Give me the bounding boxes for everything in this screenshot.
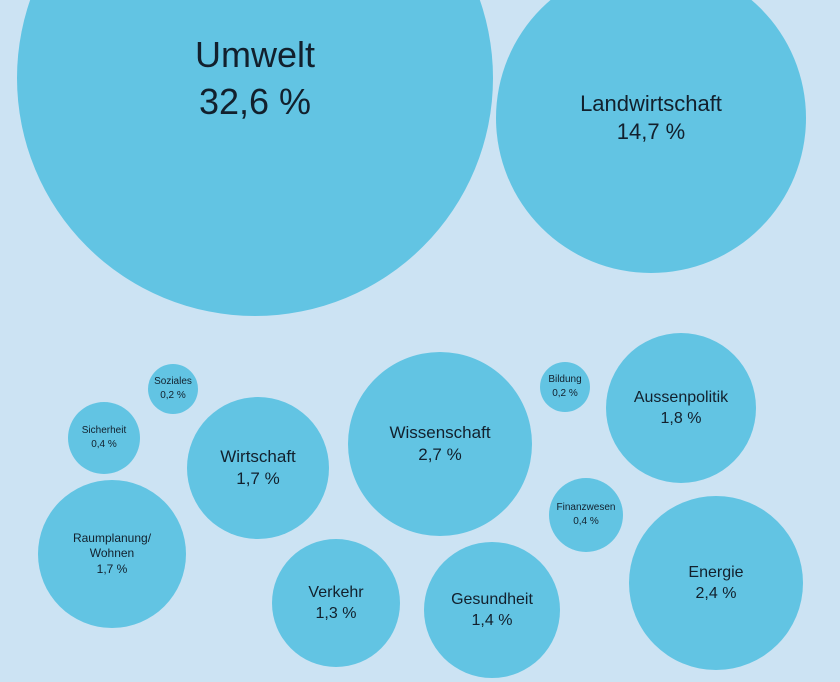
bubble-value-label: 1,4 % [471, 612, 513, 629]
bubble-label: Finanzwesen [556, 502, 616, 513]
bubble-label: Umwelt [194, 33, 315, 75]
bubble-value-label: 0,4 % [573, 516, 599, 527]
bubble-landwirtschaft: Landwirtschaft 14,7 % [496, 0, 806, 273]
bubble-wissenschaft: Wissenschaft 2,7 % [348, 352, 532, 536]
bubble-value-label: 32,6 % [198, 81, 312, 122]
bubble-gesundheit: Gesundheit 1,4 % [424, 542, 560, 678]
bubble-sicherheit: Sicherheit 0,4 % [68, 402, 140, 474]
bubble-value-label: 2,4 % [695, 585, 737, 602]
bubble-label: Gesundheit [451, 590, 533, 608]
bubble-label: Wirtschaft [220, 446, 296, 466]
bubble-aussenpolitik: Aussenpolitik 1,8 % [606, 333, 756, 483]
bubble-label: Aussenpolitik [633, 388, 729, 406]
bubble-label: Wissenschaft [389, 422, 491, 442]
bubble-label: Landwirtschaft [580, 90, 722, 116]
bubble-finanzwesen: Finanzwesen 0,4 % [549, 478, 623, 552]
bubble-value-label: 2,7 % [418, 445, 462, 464]
bubble-value-label: 1,3 % [315, 605, 357, 622]
bubble-value-label: 1,7 % [96, 562, 128, 577]
bubble-value-label: 1,8 % [660, 410, 702, 427]
bubble-value-label: 0,2 % [160, 390, 186, 401]
bubble-bildung: Bildung 0,2 % [540, 362, 590, 412]
bubble-wirtschaft: Wirtschaft 1,7 % [187, 397, 329, 539]
bubble-label: Sicherheit [81, 425, 127, 436]
bubble-soziales: Soziales 0,2 % [148, 364, 198, 414]
bubble-value-label: 1,7 % [236, 469, 280, 488]
bubble-umwelt: Umwelt 32,6 % [17, 0, 493, 316]
bubble-energie: Energie 2,4 % [629, 496, 803, 670]
bubble-raumplanung-wohnen: Raumplanung/ Wohnen 1,7 % [38, 480, 186, 628]
bubble-value-label: 14,7 % [616, 119, 686, 144]
bubble-value-label: 0,2 % [552, 388, 578, 399]
bubble-verkehr: Verkehr 1,3 % [272, 539, 400, 667]
bubble-label: Soziales [154, 376, 192, 387]
bubble-label: Energie [688, 563, 744, 581]
bubble-label: Raumplanung/ Wohnen [72, 531, 152, 560]
bubble-label: Verkehr [308, 583, 364, 601]
bubble-label: Bildung [548, 374, 582, 385]
bubble-value-label: 0,4 % [91, 439, 117, 450]
